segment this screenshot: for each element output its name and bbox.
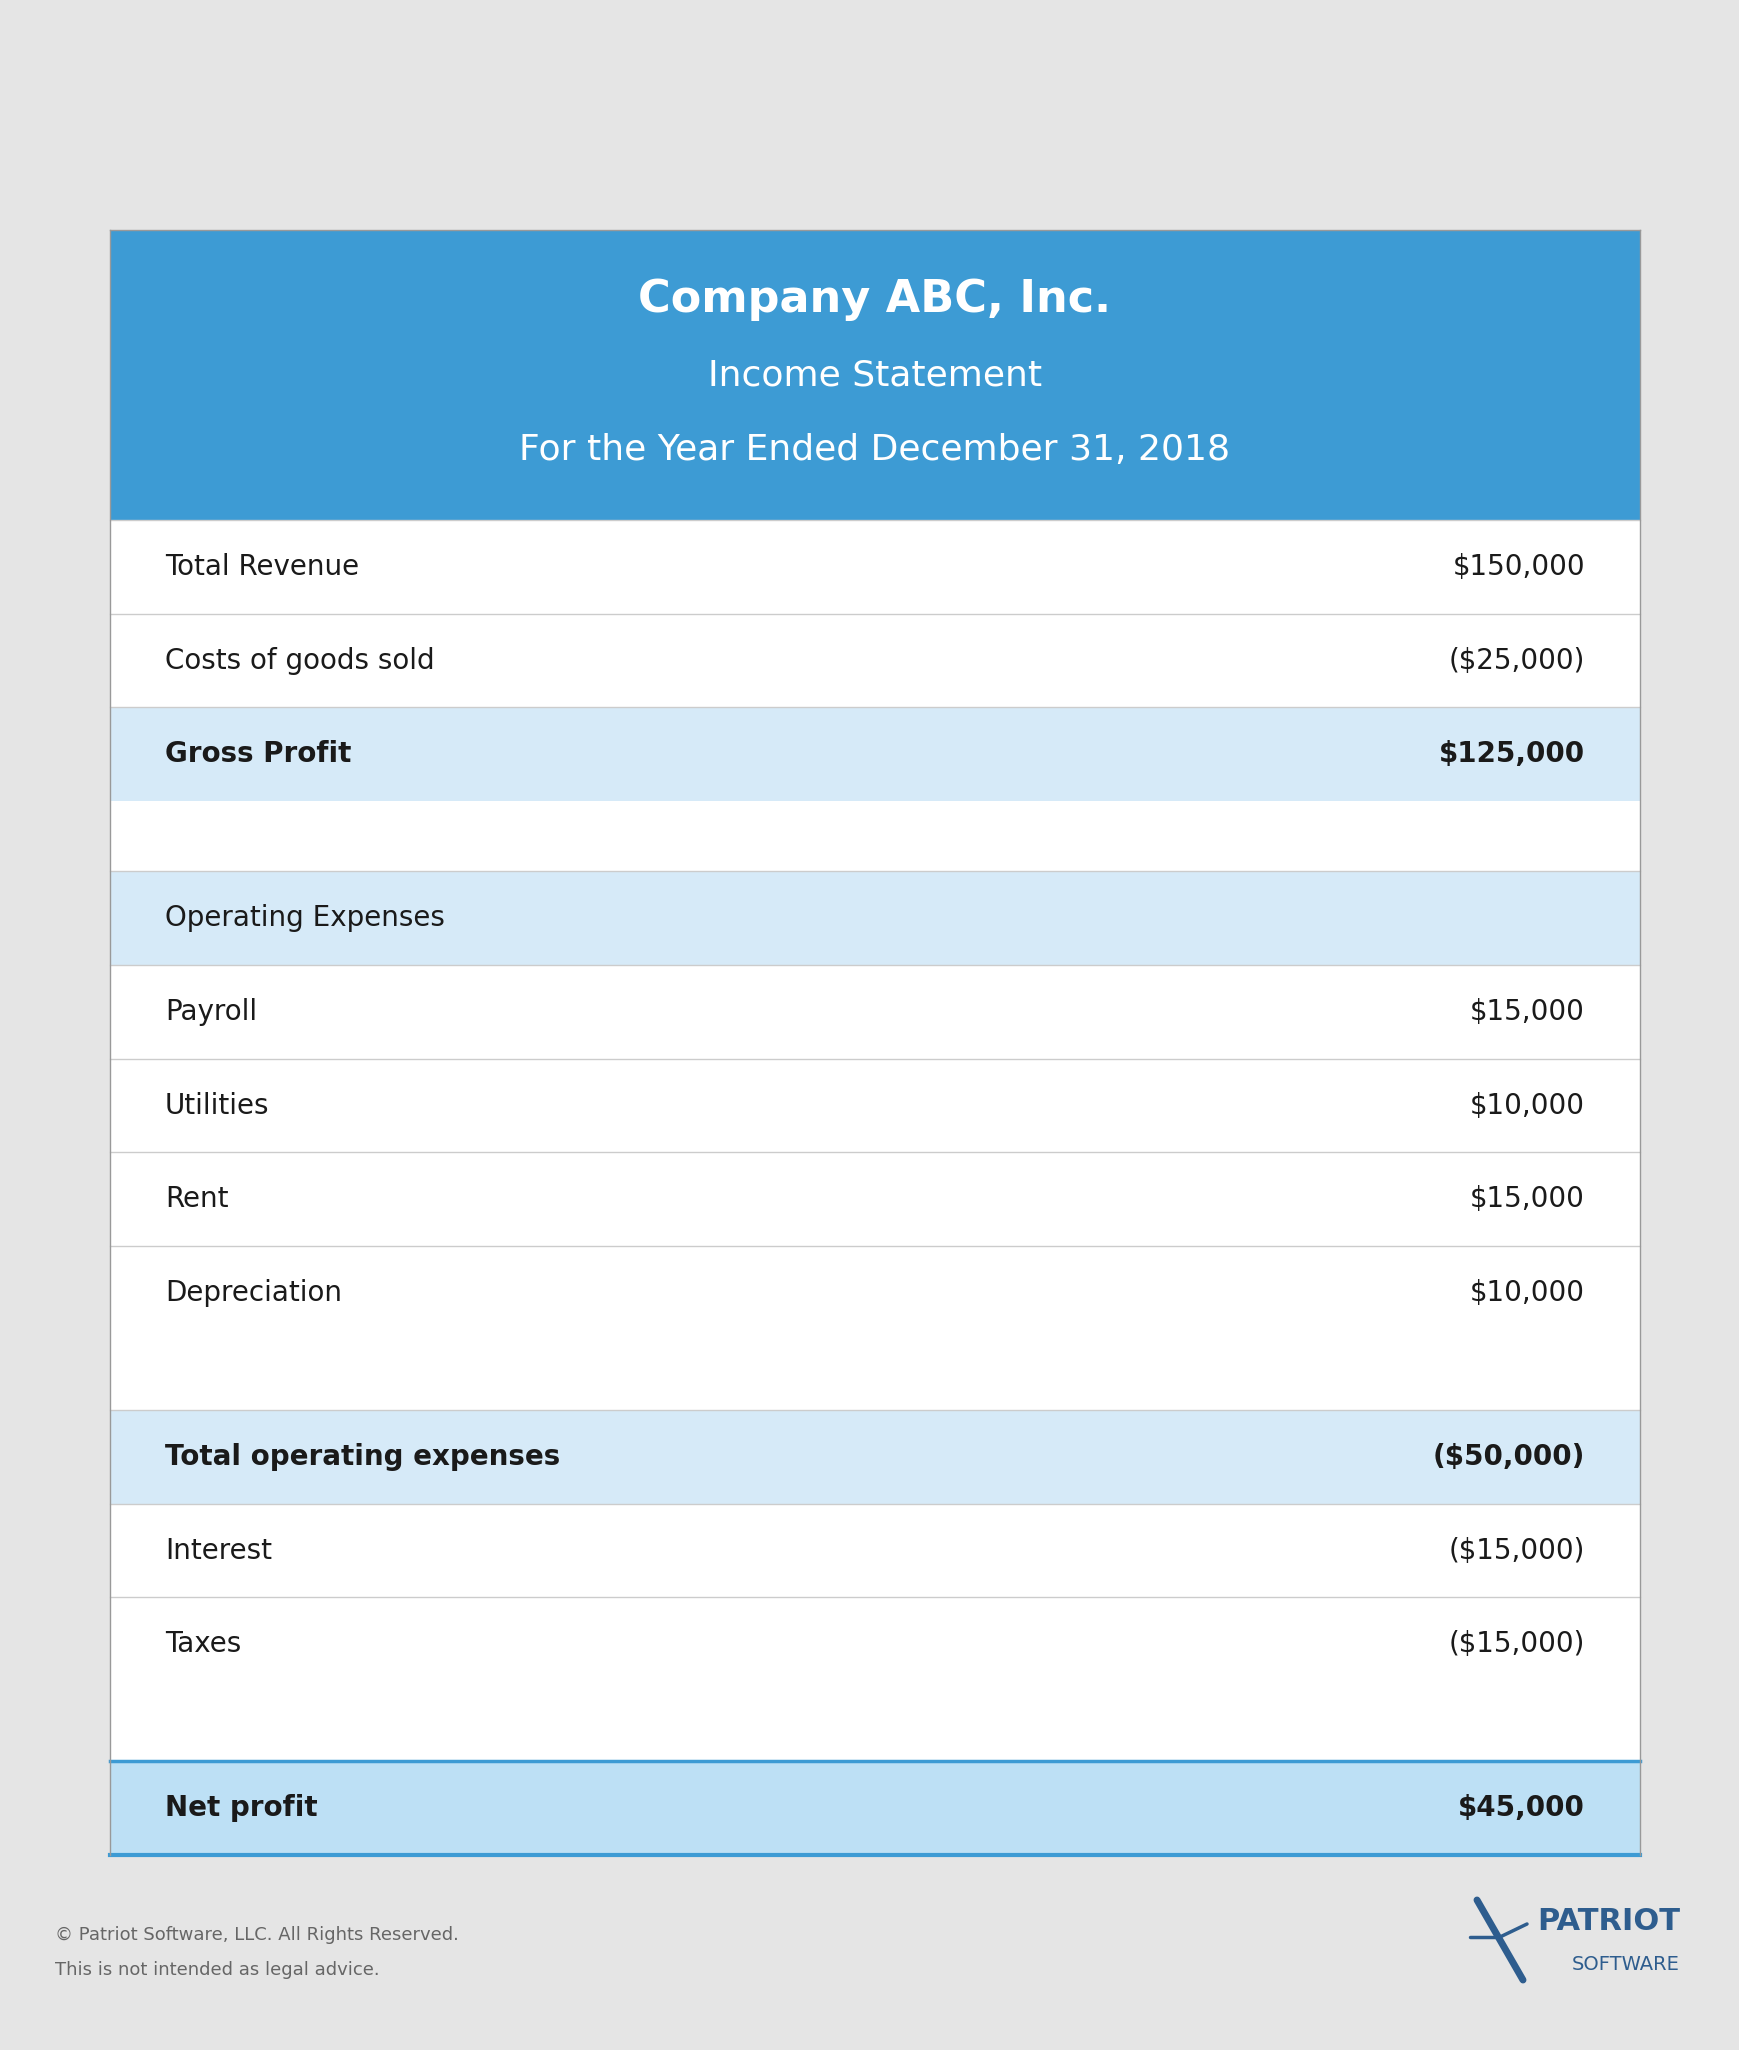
- FancyBboxPatch shape: [110, 871, 1640, 966]
- Text: SOFTWARE: SOFTWARE: [1572, 1956, 1680, 1974]
- Text: Payroll: Payroll: [165, 998, 257, 1025]
- FancyBboxPatch shape: [110, 1152, 1640, 1246]
- Text: Company ABC, Inc.: Company ABC, Inc.: [638, 279, 1111, 322]
- Text: Gross Profit: Gross Profit: [165, 740, 351, 769]
- FancyBboxPatch shape: [110, 1410, 1640, 1505]
- Text: $10,000: $10,000: [1469, 1091, 1584, 1119]
- Text: Rent: Rent: [165, 1185, 228, 1214]
- Text: Total operating expenses: Total operating expenses: [165, 1443, 560, 1470]
- FancyBboxPatch shape: [110, 1505, 1640, 1597]
- Text: Taxes: Taxes: [165, 1630, 242, 1658]
- FancyBboxPatch shape: [110, 1058, 1640, 1152]
- Text: © Patriot Software, LLC. All Rights Reserved.: © Patriot Software, LLC. All Rights Rese…: [56, 1927, 459, 1943]
- FancyBboxPatch shape: [110, 230, 1640, 1855]
- FancyBboxPatch shape: [110, 802, 1640, 871]
- FancyBboxPatch shape: [110, 230, 1640, 521]
- Text: $10,000: $10,000: [1469, 1279, 1584, 1308]
- FancyBboxPatch shape: [110, 1341, 1640, 1410]
- FancyBboxPatch shape: [110, 613, 1640, 707]
- Text: This is not intended as legal advice.: This is not intended as legal advice.: [56, 1962, 379, 1978]
- Text: Operating Expenses: Operating Expenses: [165, 904, 445, 933]
- Text: Depreciation: Depreciation: [165, 1279, 343, 1308]
- Text: PATRIOT: PATRIOT: [1536, 1906, 1680, 1937]
- FancyBboxPatch shape: [110, 521, 1640, 613]
- FancyBboxPatch shape: [110, 1246, 1640, 1341]
- FancyBboxPatch shape: [110, 966, 1640, 1058]
- FancyBboxPatch shape: [110, 1761, 1640, 1855]
- Text: $125,000: $125,000: [1438, 740, 1584, 769]
- Text: $150,000: $150,000: [1452, 554, 1584, 580]
- Text: ($50,000): ($50,000): [1431, 1443, 1584, 1470]
- Text: Utilities: Utilities: [165, 1091, 270, 1119]
- Text: $45,000: $45,000: [1457, 1794, 1584, 1822]
- Text: Net profit: Net profit: [165, 1794, 318, 1822]
- Text: Interest: Interest: [165, 1538, 271, 1564]
- Text: Total Revenue: Total Revenue: [165, 554, 358, 580]
- Text: $15,000: $15,000: [1469, 998, 1584, 1025]
- Text: Costs of goods sold: Costs of goods sold: [165, 646, 435, 674]
- Text: For the Year Ended December 31, 2018: For the Year Ended December 31, 2018: [520, 433, 1229, 467]
- FancyBboxPatch shape: [110, 1691, 1640, 1761]
- Text: ($15,000): ($15,000): [1449, 1538, 1584, 1564]
- Text: $15,000: $15,000: [1469, 1185, 1584, 1214]
- Text: ($25,000): ($25,000): [1449, 646, 1584, 674]
- FancyBboxPatch shape: [110, 707, 1640, 802]
- Text: ($15,000): ($15,000): [1449, 1630, 1584, 1658]
- Text: Income Statement: Income Statement: [708, 359, 1042, 392]
- FancyBboxPatch shape: [110, 1597, 1640, 1691]
